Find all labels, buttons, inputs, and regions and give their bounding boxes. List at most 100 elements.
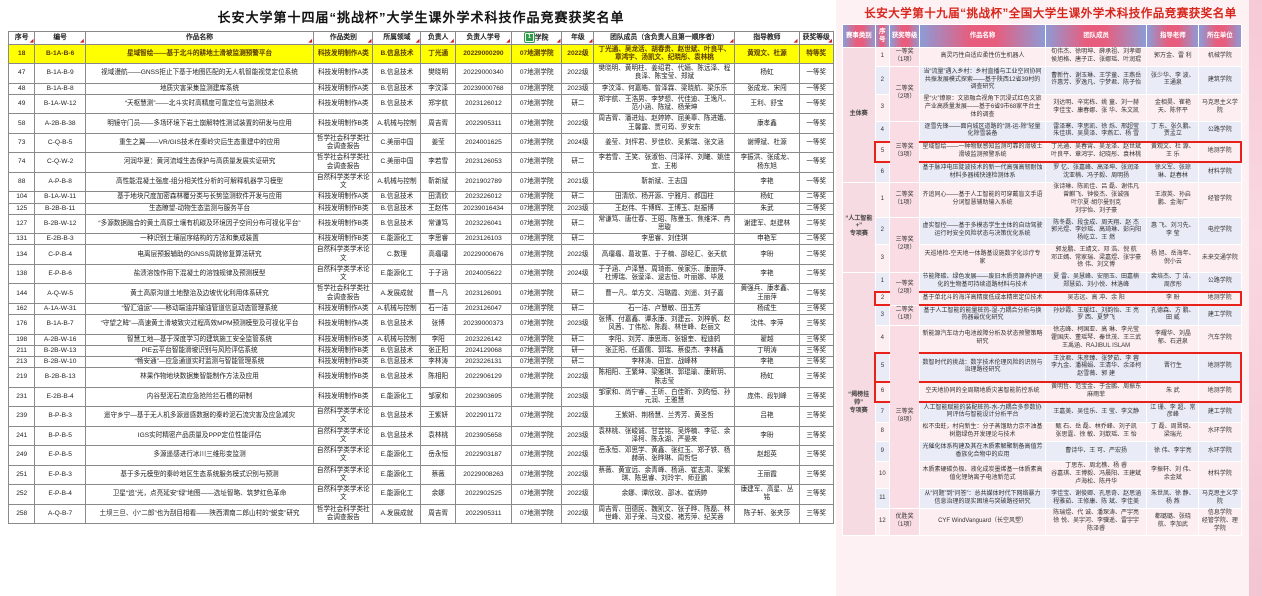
sort-arrow-icon[interactable]: ◢ xyxy=(367,37,372,44)
sort-arrow-icon[interactable]: ◢ xyxy=(80,37,84,44)
table-cell: 杨虹 xyxy=(734,63,800,84)
table-cell: 郑宇航、王浩男、李梦想、代佳迪、王逸凡、范小涵、陈斌、杨荣坤 xyxy=(593,93,736,115)
table-cell: 李振洪、张成龙、杨东旭 xyxy=(734,152,800,173)
table-cell: 姜莹 xyxy=(420,132,456,154)
table-cell: 科技发明制作B类 xyxy=(313,367,374,388)
table-row: 239 B-P-B-3 遥守乡宁—基于无人机多源遥感数据的秦岭泥石流灾害及应急减灾自… xyxy=(7,406,834,427)
table-cell: 张博、付嘉鑫、谭永康、刘建云、刘梓帆、赵风茜、丁伟松、陈磊、林世峰、赵丽文 xyxy=(593,314,736,335)
table-cell: 高璢璢、葛玫蕙、于子楠、邵经汇、张天航 xyxy=(593,244,736,265)
sort-arrow-icon[interactable]: ◢ xyxy=(793,37,798,44)
table-cell: 自然科学类学术论文 xyxy=(313,445,374,466)
unit-cell: 机械学院 xyxy=(1198,46,1242,68)
table-cell: 自然科学类学术论文 xyxy=(313,171,374,193)
table-row: 10 木质素硬碳负极、液化成炭墨烯基一体质素高值化锂钠离子电池新范式 丁思东、周北樵… xyxy=(843,460,1242,490)
table-cell: 吕艳 xyxy=(734,406,800,427)
row-number-cell: 5 xyxy=(874,352,891,383)
table-row: 134 C-P-B-4 电离层预报辅助的GNSS周跳修复算法研究 自然科学类学术论文 C… xyxy=(7,244,834,265)
header-row: 序号 ◢ 编号 ◢ 作品名称 ◢ 作品类别 ◢ 所属领域 ◢ 负责人 ◢ 负责人学号 ◢ 1 学院 ◢ 年级 ◢ 团队… xyxy=(7,31,834,45)
table-cell: 07地测学院 xyxy=(510,132,563,154)
unit-cell: 地测学院 xyxy=(1198,140,1243,164)
row-number-cell: 1 xyxy=(874,181,891,219)
unit-cell: 地测学院 xyxy=(1198,380,1243,404)
table-cell: 一等奖 xyxy=(798,63,834,84)
column-header: 作品类别 ◢ xyxy=(313,31,374,45)
table-cell: 袁林桃 xyxy=(420,425,456,447)
award-level-cell: 二等奖 （1项） xyxy=(889,181,921,219)
team-members-cell: 丁思东、周北樵、杨 睿 谷嘉琪、王博毅、冯晨阳、王建斌 卢海松、陈丹华 xyxy=(1044,460,1148,490)
table-cell: 2022级 xyxy=(561,244,595,265)
table-row: 176 B-1A-B-7 “守望之眸”—高速黄土滑坡致灾过程高效MPM预测模型及可视… xyxy=(7,314,834,335)
sort-arrow-icon[interactable]: ◢ xyxy=(415,37,420,44)
table-cell: 三等奖 xyxy=(798,386,834,408)
sort-arrow-icon[interactable]: ◢ xyxy=(450,37,454,44)
table-cell: 电离层预报辅助的GNSS周跳修复算法研究 xyxy=(84,244,315,265)
sort-arrow-icon[interactable]: ◢ xyxy=(556,37,561,44)
work-title-cell: 星域智绘——一种物联感知监测可靠的滑坡土滑坡监测预警系统 xyxy=(919,140,1046,164)
table-cell: 07地测学院 xyxy=(510,445,563,466)
advisors-cell: 晋行生 xyxy=(1146,352,1200,383)
table-cell: 李汶泽 xyxy=(420,82,456,95)
table-cell: A.机械与控制 xyxy=(372,171,422,193)
table-cell: E-P-B-5 xyxy=(34,445,86,466)
advisors-cell: 杨 旭、岳海年、倪小云 xyxy=(1146,244,1200,273)
row-number-cell: 3 xyxy=(874,304,891,326)
advisors-cell: 裴培杰、丁 洁、周彦彤 xyxy=(1146,271,1200,293)
table-cell: A-2B-W-16 xyxy=(34,333,86,346)
table-row: 219 B-2B-B-13 林果作物地块数据集智能制作方法及应用 科技发明制作B类 B.… xyxy=(7,367,834,388)
table-cell: B.信息技术 xyxy=(372,43,422,65)
table-cell: 20229000340 xyxy=(454,63,512,84)
table-row: 88 A-P-B-8 高性能混凝土强度-组分相关性分析的可解释机器学习模型 自然科学类… xyxy=(7,171,834,193)
table-cell: 2022级 xyxy=(561,484,595,505)
table-cell: 74 xyxy=(7,152,36,173)
table-cell: 李汶泽、何嘉皓、曾泽霖、梁晓航、梁乐乐 xyxy=(593,82,736,95)
table-cell: 07地测学院 xyxy=(510,356,563,369)
table-cell: B.信息技术 xyxy=(372,82,422,95)
table-cell: 231 xyxy=(7,386,36,408)
sort-arrow-icon[interactable]: ◢ xyxy=(506,37,510,44)
table-cell: 三等奖 xyxy=(798,314,834,335)
table-cell: 07地测学院 xyxy=(510,263,563,285)
table-cell: 研二 xyxy=(561,283,595,304)
sort-arrow-icon[interactable]: ◢ xyxy=(729,37,734,44)
table-cell: 蔡薇 xyxy=(420,464,456,486)
table-cell: 47 xyxy=(7,63,36,84)
work-title-cell: 新能源汽车动力电池故障分析及状态预警策略研究 xyxy=(919,324,1046,354)
table-cell: 20229000676 xyxy=(454,244,512,265)
table-cell: 研二 xyxy=(561,233,595,246)
sort-arrow-icon[interactable]: ◢ xyxy=(308,37,313,44)
table-cell: E.能源化工 xyxy=(372,386,422,408)
table-cell: E-2B-B-4 xyxy=(34,386,86,408)
table-cell: 沈伟、李萍 xyxy=(734,314,800,335)
table-cell: B.信息技术 xyxy=(372,425,422,447)
table-cell: 赵超英 xyxy=(734,445,800,466)
table-cell: 常谦笃 xyxy=(420,213,456,235)
green-flag-icon: 1 xyxy=(524,33,534,42)
sort-arrow-icon[interactable]: ◢ xyxy=(828,37,832,44)
table-cell: 07地测学院 xyxy=(510,333,563,346)
table-cell: 2022级 xyxy=(561,503,595,525)
table-cell: 陈相阳 xyxy=(420,367,456,388)
table-cell: 哲学社会科学类社会调查报告 xyxy=(313,503,374,525)
table-cell: A.发展成就 xyxy=(372,283,422,304)
table-cell: 104 xyxy=(7,191,36,204)
sort-arrow-icon[interactable]: ◢ xyxy=(588,37,593,44)
table-row: 18 B-1A-B-6 星域智绘——基于北斗的耕地土滑坡监测预警平台 科技发明制作A类… xyxy=(7,43,834,65)
work-title-cell: 逐雪先锋——面向城区道路的“测-运-除”轻量化除雪装备 xyxy=(919,121,1046,143)
table-cell: 王丽霞 xyxy=(734,464,800,486)
table-cell: 周吉胥、田德民、魏凯文、张子晔、陈磊、林世峰、邓子荣、马文俊、褚芳萍、纪芙蓉 xyxy=(593,503,736,525)
sort-arrow-icon[interactable]: ◢ xyxy=(29,37,34,44)
table-cell: 李昐 xyxy=(734,425,800,447)
table-cell: 邹家和 xyxy=(420,386,456,408)
table-cell: B-1A-B-9 xyxy=(34,63,86,84)
work-title-cell: 基于人工智能的能量桩热-湿-力耦合分析与换热器最优化研究 xyxy=(919,304,1046,326)
table-cell: 余娜 xyxy=(420,484,456,505)
row-number-cell: 6 xyxy=(874,161,891,183)
table-cell: 07地测学院 xyxy=(510,191,563,204)
table-cell: C.美丽中国 xyxy=(372,152,422,173)
table-row: 49 B-1A-W-12 “天枢慧测”——北斗实时高精度可靠定位与监测技术 科技发明制… xyxy=(7,93,834,115)
table-cell: 251 xyxy=(7,464,36,486)
table-cell: B-2B-W-10 xyxy=(34,356,86,369)
team-members-cell: 孙妙霞、王瑗红、刘韵怡、王 亮 罗 西、夏梦飞 xyxy=(1044,304,1148,326)
table-cell: 自然科学类学术论文 xyxy=(313,244,374,265)
table-cell: 一等奖 xyxy=(798,82,834,95)
